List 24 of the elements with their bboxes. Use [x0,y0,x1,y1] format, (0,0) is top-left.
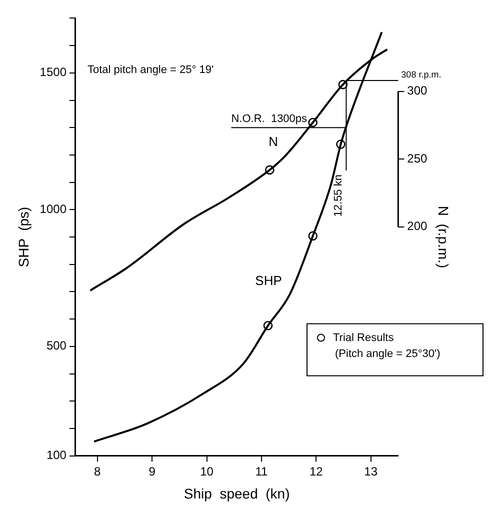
series-label: N [268,134,278,150]
x-tick-label: 9 [148,464,156,478]
legend-label: Trial Results [333,332,394,344]
y2-tick-label: 250 [407,151,428,166]
ref-line-label: 12.55 kn [332,174,344,217]
x-axis-title: Ship speed (kn) [184,485,290,502]
annotation: Total pitch angle = 25° 19' [87,64,214,76]
y-tick-label: 500 [46,338,67,353]
y2-tick-label: 200 [407,219,428,234]
y-tick-label: 1000 [40,202,67,216]
x-tick-label: 11 [255,464,268,478]
y-axis-title: SHP (ps) [15,206,32,268]
x-tick-label: 12 [309,464,324,478]
x-tick-label: 8 [94,464,102,478]
x-tick-label: 13 [364,464,378,478]
ref-line-label: N.O.R. 1300ps [231,113,308,126]
y-tick-label: 100 [46,448,67,462]
annotation: (Pitch angle = 25°30') [335,348,440,360]
series-label: SHP [255,273,282,288]
y-tick-label: 1500 [40,65,67,80]
y2-tick-label: 300 [407,84,428,98]
ref-line-label: 308 r.p.m. [401,70,442,80]
y2-axis-title: N (r.p.m.) [436,206,452,268]
x-tick-label: 10 [200,464,214,478]
